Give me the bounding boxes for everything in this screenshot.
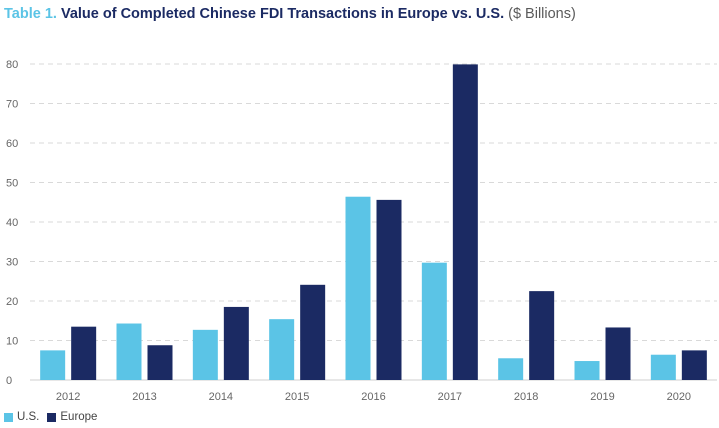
y-tick-label-20: 20 <box>6 296 18 308</box>
y-tick-label-60: 60 <box>6 138 18 150</box>
x-tick-label-2014: 2014 <box>209 391 233 403</box>
x-tick-label-2019: 2019 <box>590 391 614 403</box>
x-tick-label-2016: 2016 <box>361 391 385 403</box>
legend: U.S. Europe <box>4 411 105 423</box>
bar-us-2018 <box>498 358 524 380</box>
bar-europe-2019 <box>605 327 631 380</box>
y-tick-label-10: 10 <box>6 336 18 348</box>
bar-us-2012 <box>40 350 66 380</box>
legend-swatch-us <box>4 412 13 422</box>
bar-us-2013 <box>116 323 142 380</box>
y-tick-label-0: 0 <box>6 375 12 387</box>
x-tick-label-2015: 2015 <box>285 391 309 403</box>
y-tick-label-30: 30 <box>6 257 18 269</box>
bar-us-2020 <box>650 354 676 380</box>
title-lead: Table 1. <box>4 6 57 22</box>
x-tick-label-2013: 2013 <box>132 391 156 403</box>
title-main: Value of Completed Chinese FDI Transacti… <box>60 6 505 22</box>
bar-europe-2015 <box>300 284 326 380</box>
bar-europe-2014 <box>223 306 249 380</box>
bar-europe-2013 <box>147 345 173 380</box>
y-tick-label-40: 40 <box>6 217 18 229</box>
bar-europe-2017 <box>452 64 478 381</box>
bar-us-2019 <box>574 361 600 380</box>
bar-us-2016 <box>345 196 371 380</box>
y-tick-label-70: 70 <box>6 99 18 111</box>
bar-europe-2012 <box>71 326 97 380</box>
bar-us-2017 <box>421 262 447 380</box>
title-unit: ($ Billions) <box>508 6 576 22</box>
x-tick-label-2012: 2012 <box>56 391 80 403</box>
y-tick-label-50: 50 <box>6 178 18 190</box>
chart-title: Table 1. Value of Completed Chinese FDI … <box>4 6 576 22</box>
bar-us-2015 <box>269 319 295 380</box>
x-tick-label-2018: 2018 <box>514 391 538 403</box>
x-tick-label-2020: 2020 <box>667 391 691 403</box>
bar-europe-2020 <box>681 350 707 380</box>
legend-swatch-europe <box>47 412 57 422</box>
legend-label-us: U.S. <box>17 411 40 423</box>
legend-item-us: U.S. <box>4 411 39 423</box>
bar-europe-2016 <box>376 199 402 380</box>
bar-europe-2018 <box>529 291 555 380</box>
bar-us-2014 <box>192 329 218 380</box>
y-tick-label-80: 80 <box>6 59 18 71</box>
legend-label-europe: Europe <box>60 411 98 423</box>
x-tick-label-2017: 2017 <box>438 391 462 403</box>
legend-item-europe: Europe <box>47 411 97 423</box>
